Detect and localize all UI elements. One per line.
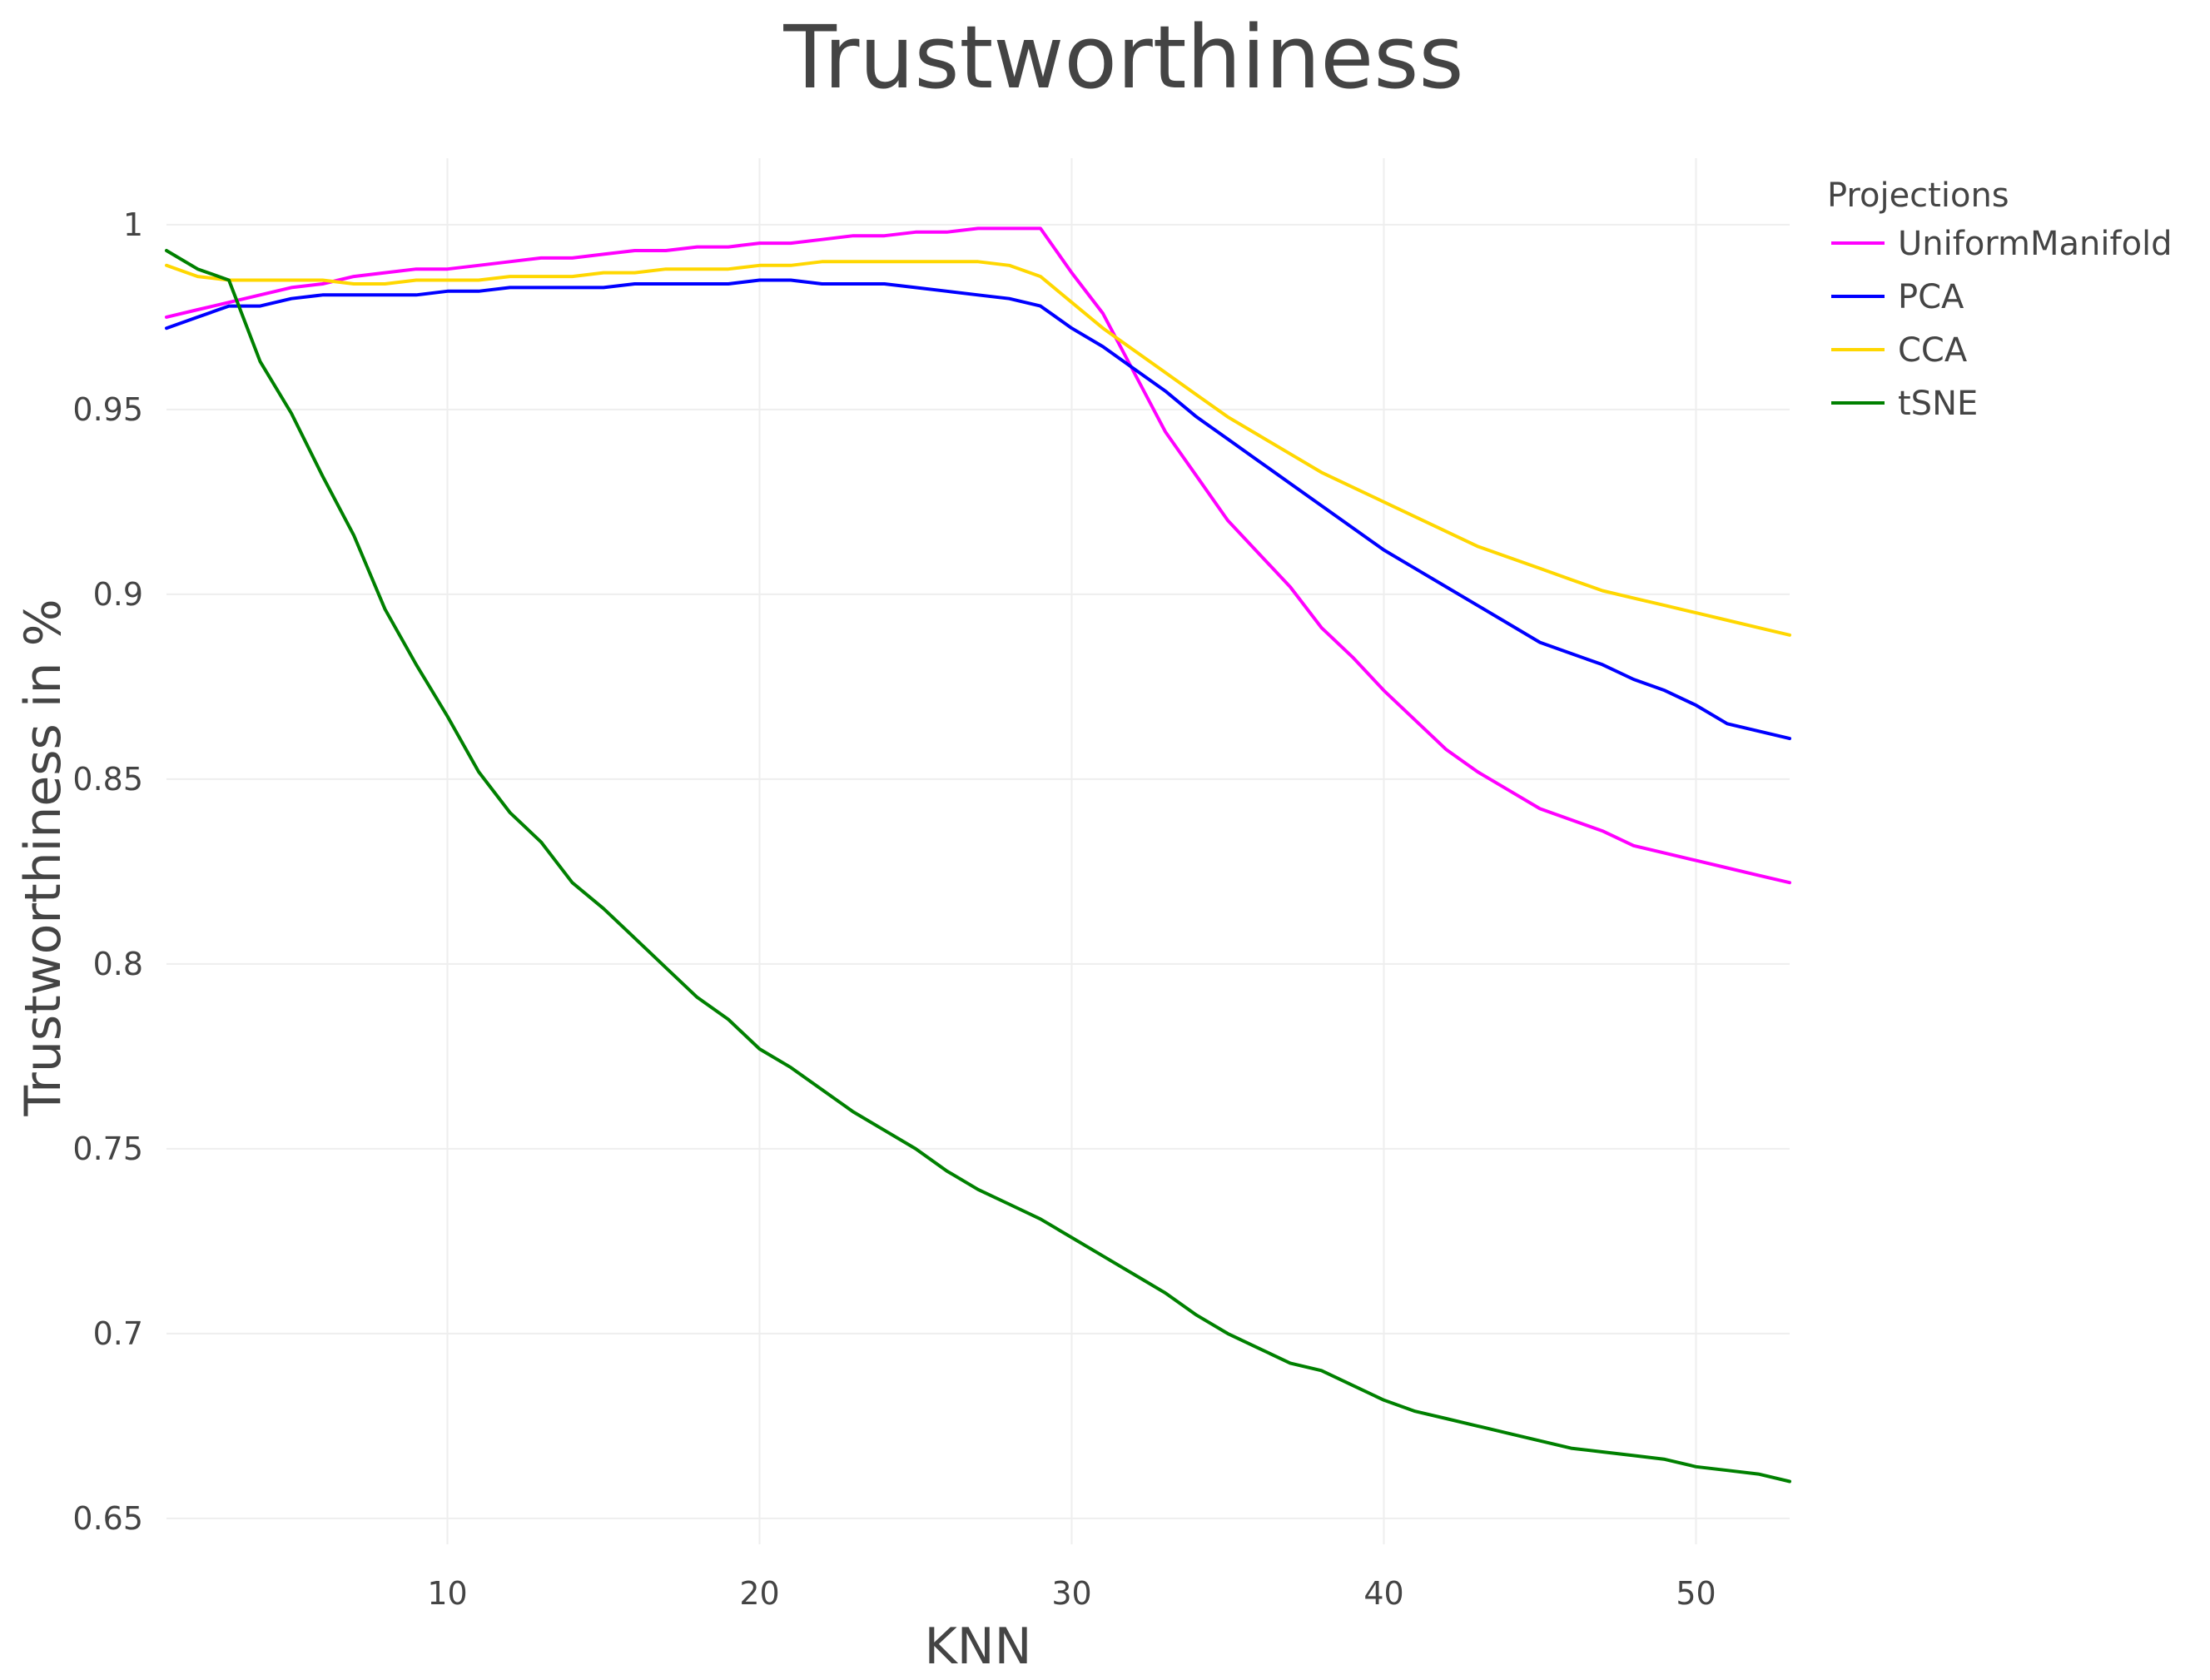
x-axis-ticks: 10 20 30 40 50	[427, 1575, 1716, 1612]
legend-label: tSNE	[1898, 385, 1978, 423]
legend-label: CCA	[1898, 331, 1968, 370]
series-lines	[165, 226, 1791, 1484]
y-tick-label: 0.65	[72, 1500, 143, 1537]
y-tick-label: 0.95	[72, 391, 143, 428]
y-tick-label: 0.8	[93, 946, 143, 982]
series-line-uniformmanifold	[165, 226, 1791, 885]
y-axis-ticks: 0.65 0.7 0.75 0.8 0.85 0.9 0.95 1	[72, 206, 143, 1537]
y-axis-title: Trustworthiness in %	[14, 599, 72, 1116]
legend-label: PCA	[1898, 278, 1964, 316]
x-tick-label: 20	[739, 1575, 779, 1612]
x-tick-label: 40	[1363, 1575, 1403, 1612]
y-tick-label: 1	[123, 206, 143, 243]
chart-title: Trustworthiness	[782, 7, 1463, 108]
legend-items: UniformManifold PCA CCA tSNE	[1831, 225, 2173, 423]
legend: Projections UniformManifold PCA CCA tSNE	[1827, 176, 2173, 423]
y-tick-label: 0.75	[72, 1131, 143, 1167]
x-tick-label: 50	[1676, 1575, 1716, 1612]
x-tick-label: 10	[427, 1575, 467, 1612]
legend-title: Projections	[1827, 176, 2009, 215]
x-tick-label: 30	[1051, 1575, 1091, 1612]
legend-label: UniformManifold	[1898, 225, 2173, 263]
series-line-cca	[165, 260, 1791, 637]
y-tick-label: 0.85	[72, 761, 143, 798]
y-tick-label: 0.9	[93, 576, 143, 613]
series-line-pca	[165, 278, 1791, 741]
series-line-tsne	[165, 249, 1791, 1484]
y-tick-label: 0.7	[93, 1315, 143, 1352]
gridlines	[166, 158, 1790, 1544]
x-axis-title: KNN	[924, 1618, 1031, 1676]
